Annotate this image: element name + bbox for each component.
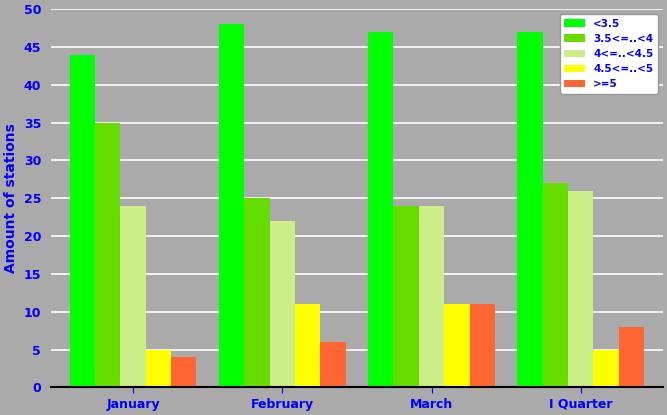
Bar	[69, 54, 95, 388]
Bar	[95, 123, 120, 388]
Bar	[244, 198, 269, 388]
Bar	[171, 357, 197, 388]
Bar	[120, 206, 145, 388]
Bar	[518, 32, 543, 388]
Bar	[394, 206, 419, 388]
Bar	[419, 206, 444, 388]
Bar	[145, 349, 171, 388]
Legend: <3.5, 3.5<=..<4, 4<=..<4.5, 4.5<=..<5, >=5: <3.5, 3.5<=..<4, 4<=..<4.5, 4.5<=..<5, >…	[560, 15, 658, 93]
Bar	[269, 221, 295, 388]
Bar	[295, 304, 320, 388]
Bar	[320, 342, 346, 388]
Bar	[594, 349, 619, 388]
Y-axis label: Amount of stations: Amount of stations	[4, 123, 18, 273]
Bar	[444, 304, 470, 388]
Bar	[368, 32, 394, 388]
Bar	[219, 24, 244, 388]
Bar	[543, 183, 568, 388]
Bar	[470, 304, 495, 388]
Bar	[568, 191, 594, 388]
Bar	[619, 327, 644, 388]
